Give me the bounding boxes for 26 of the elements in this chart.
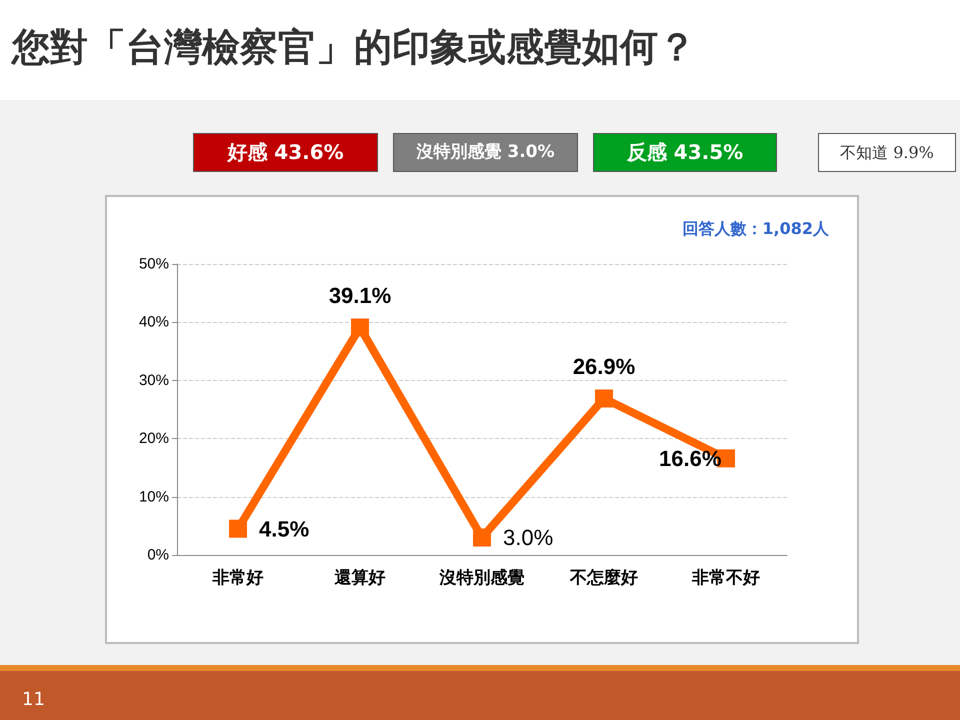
y-tick-label: 20% [138,430,169,448]
x-tick-label: 沒特別感覺 [438,568,524,587]
text: 11 [22,689,45,710]
text: 沒特別感覺 3.0% [393,133,578,172]
data-label: 3.0% [503,525,554,550]
y-tick-label: 40% [138,314,169,331]
text: 回答人數：1,082人 [682,219,829,240]
data-label: 4.5% [259,516,310,542]
x-tick-label: 非常不好 [691,568,760,587]
y-tick-label: 0% [147,546,169,564]
point [473,528,491,547]
y-tick-label: 30% [138,372,169,389]
x-tick-label: 非常好 [212,568,264,587]
y-tick-label: 50% [138,256,169,272]
text: 好感 43.6% [193,133,378,172]
chart-title: 您對「台灣檢察官」的印象或感覺如何？ [12,24,696,71]
data-label: 39.1% [328,282,392,308]
y-tick-label: 10% [138,488,169,506]
point [229,520,247,538]
data-label: 26.9% [572,354,636,379]
x-tick-label: 不怎麼好 [569,568,638,587]
point [351,318,369,336]
text: 反感 43.5% [593,133,777,172]
text: 不知道 9.9% [818,133,956,172]
x-tick-label: 還算好 [334,568,386,587]
point [595,389,613,408]
